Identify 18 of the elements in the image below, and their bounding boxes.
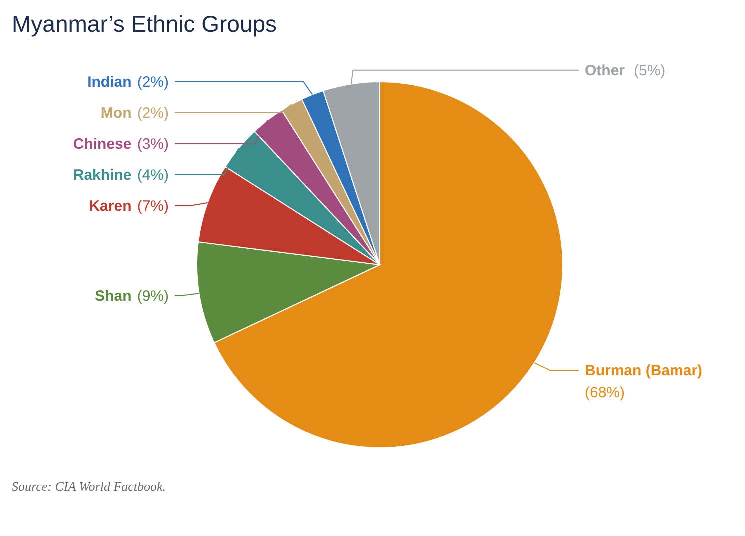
source-note: Source: CIA World Factbook. — [12, 479, 166, 494]
slice-label: Other — [585, 62, 626, 80]
slice-label: Rakhine — [73, 166, 132, 184]
slice-label: Indian — [88, 74, 132, 91]
slice-label: Burman (Bamar) — [585, 362, 703, 380]
data-label: (7%) — [137, 198, 170, 215]
data-label: (3%) — [137, 136, 170, 153]
chart-title: Myanmar’s Ethnic Groups — [12, 11, 278, 37]
slice-label: Shan — [95, 288, 132, 305]
data-label: (2%) — [137, 74, 170, 91]
slice-label: Mon — [100, 104, 132, 122]
data-label: (9%) — [137, 288, 170, 305]
data-label: (68%) — [585, 384, 626, 402]
slice-label: Karen — [89, 198, 132, 215]
data-label: (4%) — [137, 166, 170, 184]
data-label: (2%) — [137, 104, 170, 122]
data-label: (5%) — [634, 62, 666, 80]
slice-label: Chinese — [73, 136, 132, 153]
